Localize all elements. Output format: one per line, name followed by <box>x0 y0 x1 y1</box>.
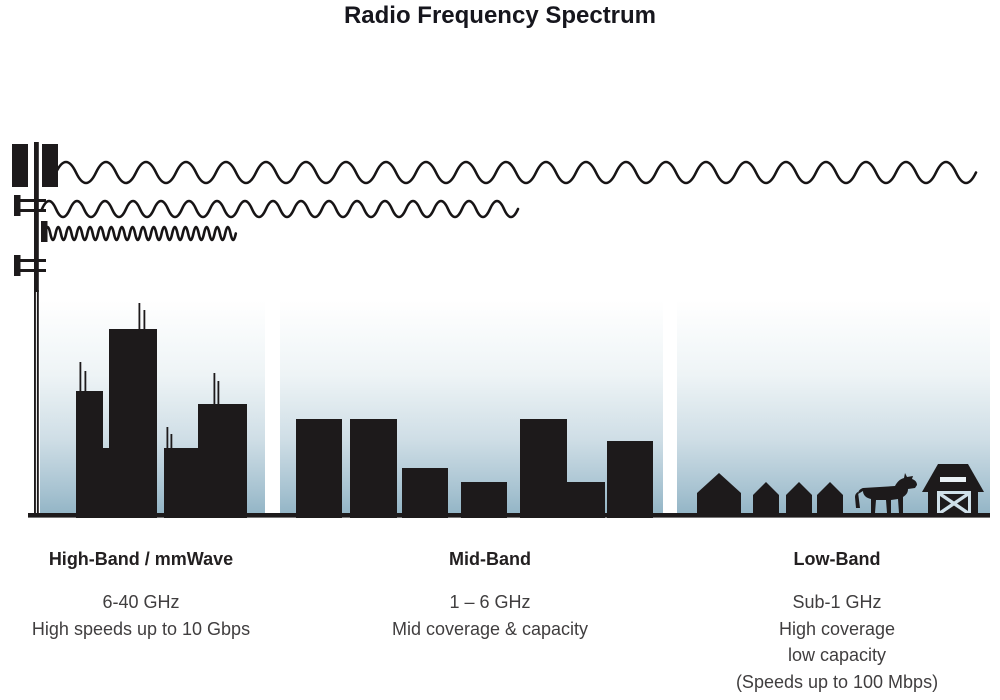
city-skyline-icon <box>76 303 247 518</box>
high-band-heading: High-Band / mmWave <box>48 549 234 569</box>
radio-wave-long <box>54 160 978 185</box>
low-band-speeds: (Speeds up to 100 Mbps) <box>735 671 939 692</box>
barn-icon <box>922 464 984 516</box>
midrise-buildings-icon <box>296 419 653 518</box>
radio-wave-medium <box>40 199 520 219</box>
band-label-mid-band: Mid-Band 1 – 6 GHz Mid coverage & capaci… <box>365 549 615 642</box>
band-panel-mid <box>280 300 663 514</box>
mid-band-description: Mid coverage & capacity <box>391 618 589 639</box>
mid-band-frequency: 1 – 6 GHz <box>449 592 531 612</box>
low-band-frequency: Sub-1 GHz <box>792 592 882 612</box>
low-band-coverage: High coverage <box>778 618 896 639</box>
high-band-frequency: 6-40 GHz <box>102 592 180 612</box>
low-band-capacity: low capacity <box>787 645 887 665</box>
low-band-heading: Low-Band <box>793 549 881 569</box>
cow-icon <box>855 473 917 513</box>
page-title: Radio Frequency Spectrum <box>343 2 657 29</box>
radio-wave-short <box>43 225 238 242</box>
band-label-low-band: Low-Band Sub-1 GHz High coverage low cap… <box>712 549 962 695</box>
mid-band-heading: Mid-Band <box>449 549 531 569</box>
cell-tower-icon <box>12 142 58 516</box>
ground-line <box>28 513 990 518</box>
houses-icon <box>697 473 843 515</box>
high-band-description: High speeds up to 10 Gbps <box>31 618 251 639</box>
band-label-high-band: High-Band / mmWave 6-40 GHz High speeds … <box>16 549 266 642</box>
